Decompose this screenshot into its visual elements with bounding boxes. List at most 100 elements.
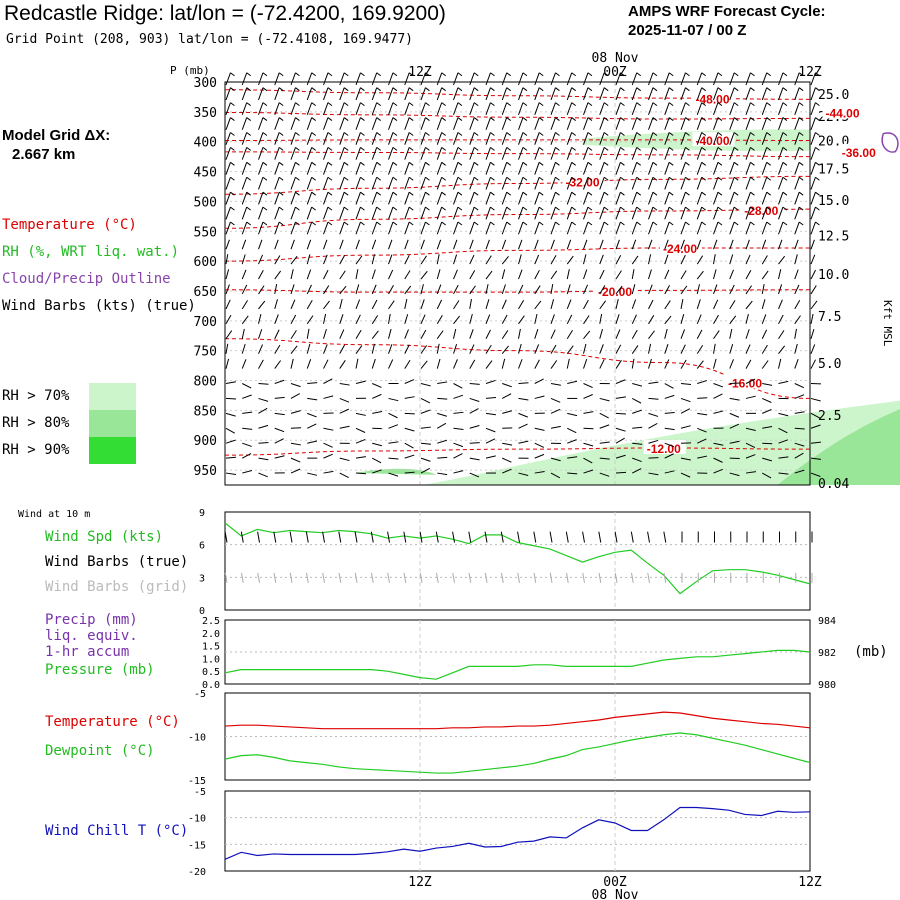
- wind-barb-true: [224, 531, 228, 543]
- wind-barb: [453, 442, 464, 448]
- wind-barb-flag: [571, 146, 576, 151]
- wind-barb: [729, 221, 735, 235]
- wind-barb-grid: [533, 572, 537, 583]
- wind-barb-flag: [408, 161, 414, 166]
- wind-barb: [290, 117, 296, 130]
- wind-barb: [436, 177, 443, 190]
- wind-barb: [420, 397, 431, 404]
- wind-barb: [599, 359, 605, 369]
- wind-barb: [745, 162, 751, 175]
- wind-barb: [258, 472, 268, 478]
- wind-barb: [599, 472, 610, 477]
- wind-barb: [355, 438, 366, 444]
- wind-barb-flag: [311, 132, 316, 136]
- wind-barb-grid: [387, 572, 390, 583]
- temp-contour-label: -24.00: [663, 242, 697, 256]
- wind-barb-flag: [278, 206, 284, 211]
- wind-barb-flag: [425, 191, 430, 196]
- wind-barb: [453, 87, 459, 101]
- wind-barb-flag: [701, 206, 706, 211]
- wind-barb-grid: [371, 572, 374, 583]
- wind-barb: [761, 72, 768, 86]
- wind-barb: [404, 206, 410, 220]
- wind-barb: [696, 162, 703, 175]
- wind-barb: [794, 299, 801, 310]
- wind-barb: [778, 284, 783, 295]
- wind-barb-flag: [376, 176, 381, 181]
- wind-chill-panel-frame: [224, 790, 811, 872]
- wind-barb-flag: [278, 72, 284, 77]
- wind-barb-flag: [685, 87, 690, 92]
- wind-barb-flag: [327, 221, 333, 226]
- wind-barb: [306, 87, 313, 101]
- wind-barb: [388, 269, 394, 280]
- wind-barb: [550, 102, 556, 116]
- wind-barb: [518, 162, 524, 175]
- precip-label-1: Precip (mm): [45, 612, 138, 628]
- wind-barb-flag: [425, 176, 430, 181]
- wind-barb-flag: [620, 132, 625, 136]
- wind-barb: [534, 147, 540, 160]
- wind-barb: [404, 359, 411, 369]
- model-grid-line2: 2.667 km: [12, 146, 76, 163]
- kft-tick-label: 10.0: [818, 268, 849, 283]
- wind-barb: [648, 206, 654, 220]
- wind-barb: [306, 284, 312, 295]
- wind-barb: [583, 239, 588, 250]
- wind-barb: [388, 424, 399, 429]
- wind-barb: [518, 397, 529, 401]
- wind-barb-flag: [392, 206, 398, 211]
- wind-barb: [713, 87, 719, 101]
- wind-barb: [599, 397, 610, 402]
- wind-barb-flag: [522, 72, 528, 77]
- wind-barb-true: [387, 531, 390, 543]
- wind-barb-flag: [815, 102, 820, 107]
- wind-barb: [696, 239, 702, 250]
- wind-barb-true: [273, 531, 277, 543]
- wind-barb: [745, 102, 751, 116]
- wind-barb-flag: [441, 102, 446, 107]
- wind-barb: [307, 412, 317, 418]
- wind-barb: [550, 344, 557, 354]
- wind-barb: [241, 206, 248, 220]
- wind-barb-flag: [262, 206, 268, 211]
- wind-barb: [258, 285, 265, 295]
- wind-barb: [518, 328, 521, 339]
- wind-barb: [615, 162, 621, 175]
- wind-barb: [339, 344, 346, 354]
- wind-barb: [615, 192, 621, 205]
- wind-barb: [550, 162, 556, 175]
- temperature-label: Temperature (°C): [45, 714, 180, 730]
- wind-barb: [372, 410, 383, 414]
- wind-barb: [485, 314, 491, 324]
- wind-barb: [404, 379, 415, 384]
- p-tick-label: 450: [194, 166, 217, 181]
- wind-barb: [258, 221, 264, 235]
- wind-barb: [550, 239, 555, 250]
- wind-barb: [680, 147, 686, 160]
- wind-barb: [680, 397, 691, 403]
- wind-barb: [355, 255, 363, 265]
- wind-barb: [745, 254, 751, 265]
- wind-barb: [794, 132, 800, 145]
- wind-barb: [404, 427, 415, 432]
- wind-barb: [810, 412, 821, 419]
- wind-barb: [502, 383, 512, 388]
- wind-barb: [388, 177, 394, 190]
- wind-barb: [778, 192, 784, 205]
- wind-barb-flag: [652, 102, 658, 107]
- wind-barb-flag: [473, 221, 479, 226]
- wind-barb-flag: [701, 102, 706, 107]
- wind-barb: [420, 442, 431, 445]
- wind-barb: [388, 441, 399, 444]
- wind-barb: [664, 442, 675, 448]
- wind-barb-flag: [295, 87, 300, 92]
- wind-barb: [225, 358, 230, 369]
- wind-barb-flag: [473, 87, 479, 92]
- wind-barb: [566, 269, 570, 280]
- wind-barb: [697, 427, 707, 433]
- wind-barb: [274, 379, 285, 384]
- wind-barb: [648, 254, 652, 265]
- wind-barb: [550, 284, 554, 295]
- wind-barb-flag: [603, 176, 609, 181]
